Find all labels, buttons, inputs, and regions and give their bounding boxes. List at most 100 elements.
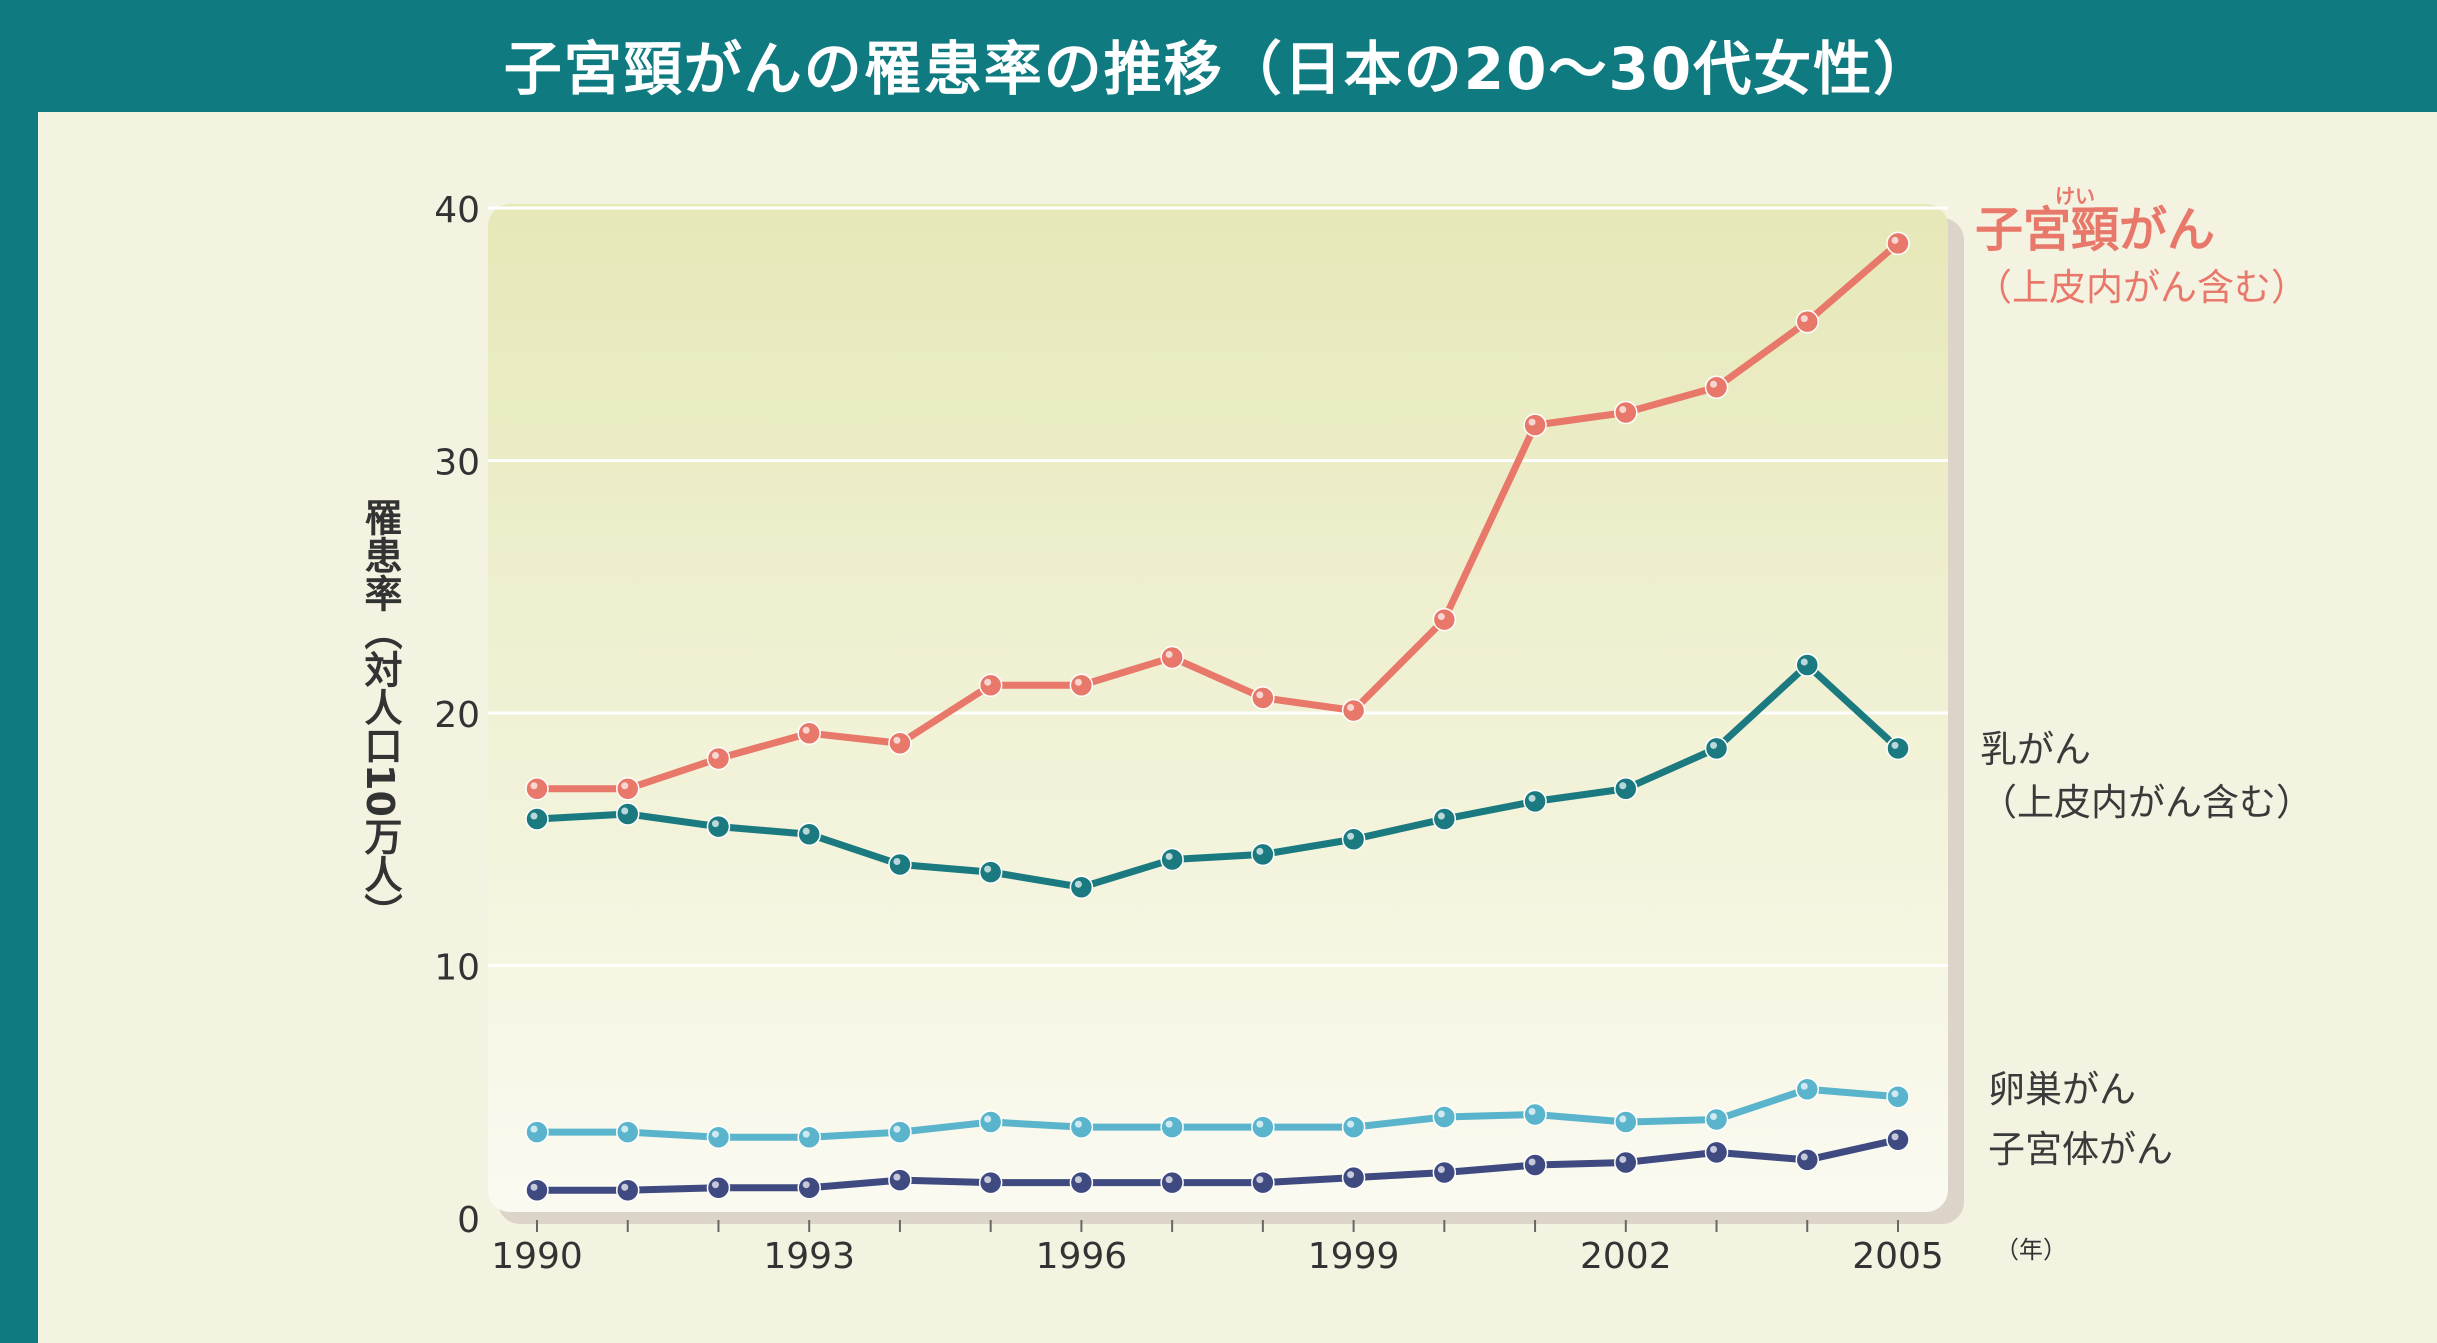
data-point-highlight (1074, 678, 1082, 686)
data-point-highlight (1710, 741, 1718, 749)
data-point-highlight (621, 807, 629, 815)
data-point-highlight (1437, 1110, 1445, 1118)
x-tick-label: 2002 (1580, 1236, 1672, 1277)
data-point-highlight (530, 1125, 538, 1133)
data-point (978, 673, 1003, 697)
series-line (537, 1085, 1899, 1141)
data-point-highlight (893, 1125, 901, 1133)
data-point (888, 1168, 912, 1192)
data-point-highlight (984, 1115, 992, 1123)
data-point (1523, 1153, 1547, 1177)
data-point-highlight (1710, 380, 1718, 388)
data-point (1341, 1165, 1366, 1190)
y-tick-label: 30 (434, 443, 480, 484)
data-point-highlight (984, 678, 992, 686)
data-point-highlight (1528, 794, 1536, 802)
y-tick-label: 40 (434, 190, 480, 231)
data-point-highlight (1891, 1133, 1899, 1141)
data-point (797, 1125, 821, 1149)
data-point-highlight (802, 827, 810, 835)
y-tick-label: 10 (434, 948, 480, 989)
data-point-highlight (621, 1125, 629, 1133)
data-point (1341, 698, 1366, 723)
data-point (1341, 827, 1366, 851)
data-point-highlight (1165, 650, 1173, 658)
data-point (706, 1175, 731, 1200)
data-point (978, 860, 1003, 884)
data-point (1251, 842, 1275, 867)
data-point (1523, 1102, 1547, 1127)
data-point (706, 814, 731, 839)
data-point-highlight (1256, 847, 1264, 855)
data-point-highlight (530, 812, 538, 820)
data-point (1886, 1085, 1910, 1109)
data-point-highlight (984, 865, 992, 873)
data-point (978, 1170, 1003, 1195)
data-point (525, 807, 549, 831)
x-tick-label: 1993 (763, 1236, 855, 1277)
x-tick-label: 1996 (1036, 1236, 1128, 1277)
data-point (525, 1178, 549, 1202)
data-point (615, 802, 640, 826)
data-point-highlight (1528, 418, 1536, 426)
data-point (797, 1175, 821, 1200)
data-point (1160, 645, 1184, 670)
y-tick-label: 20 (434, 695, 480, 736)
data-point-highlight (530, 1183, 538, 1191)
series-line (536, 661, 1901, 891)
legend-label-breast: 乳がん (1980, 728, 2091, 771)
data-point (1432, 607, 1457, 632)
data-point-highlight (1347, 1120, 1355, 1128)
data-point (1886, 1127, 1910, 1152)
plot-area (488, 204, 1948, 1212)
data-point-highlight (893, 858, 901, 865)
data-point-highlight (1256, 691, 1264, 699)
data-point (1251, 686, 1275, 710)
data-point-highlight (1710, 1113, 1718, 1121)
data-point-highlight (1710, 1145, 1718, 1153)
data-point-highlight (1074, 880, 1082, 888)
data-point-highlight (802, 1130, 810, 1138)
data-point (1886, 736, 1910, 761)
data-point-highlight (1619, 406, 1627, 414)
data-point-highlight (711, 751, 719, 759)
data-point (1432, 1160, 1457, 1185)
data-point-highlight (1619, 1115, 1627, 1123)
data-point (615, 1178, 640, 1202)
data-point (1069, 1170, 1094, 1195)
data-point (1251, 1170, 1275, 1195)
data-point-highlight (1165, 852, 1173, 860)
data-point (1614, 777, 1638, 801)
series-line (537, 240, 1901, 793)
data-point-highlight (711, 1181, 719, 1189)
legend-label-uterine: 子宮体がん (1988, 1128, 2173, 1171)
data-point-highlight (1074, 1176, 1082, 1184)
data-point (888, 1120, 912, 1144)
data-point-highlight (1619, 782, 1627, 790)
data-point-highlight (1528, 1158, 1536, 1166)
data-point-highlight (621, 782, 629, 790)
data-point-highlight (1437, 812, 1445, 820)
data-point-highlight (1891, 741, 1899, 749)
legend-sublabel-cervical: （上皮内がん含む） (1975, 266, 2308, 309)
data-point (888, 731, 912, 756)
data-point-highlight (802, 726, 810, 734)
x-tick-label: 1990 (491, 1236, 583, 1277)
x-tick-label: 2005 (1852, 1236, 1944, 1277)
data-point-highlight (530, 782, 538, 790)
data-point (797, 721, 821, 745)
legend-label-cervical: 子宮頸がん (1975, 202, 2216, 258)
data-point (1160, 1115, 1184, 1139)
cervical-label-ruby: けい (2055, 184, 2095, 208)
data-point (615, 1120, 640, 1144)
data-point (1069, 875, 1094, 899)
data-point-highlight (1891, 236, 1899, 244)
legend-sublabel-breast: （上皮内がん含む） (1980, 781, 2313, 824)
data-point-highlight (1165, 1176, 1173, 1184)
data-point (797, 822, 821, 846)
data-point-highlight (1256, 1176, 1264, 1184)
data-point (615, 777, 640, 801)
data-point (1160, 1170, 1184, 1195)
data-point (1614, 400, 1638, 425)
